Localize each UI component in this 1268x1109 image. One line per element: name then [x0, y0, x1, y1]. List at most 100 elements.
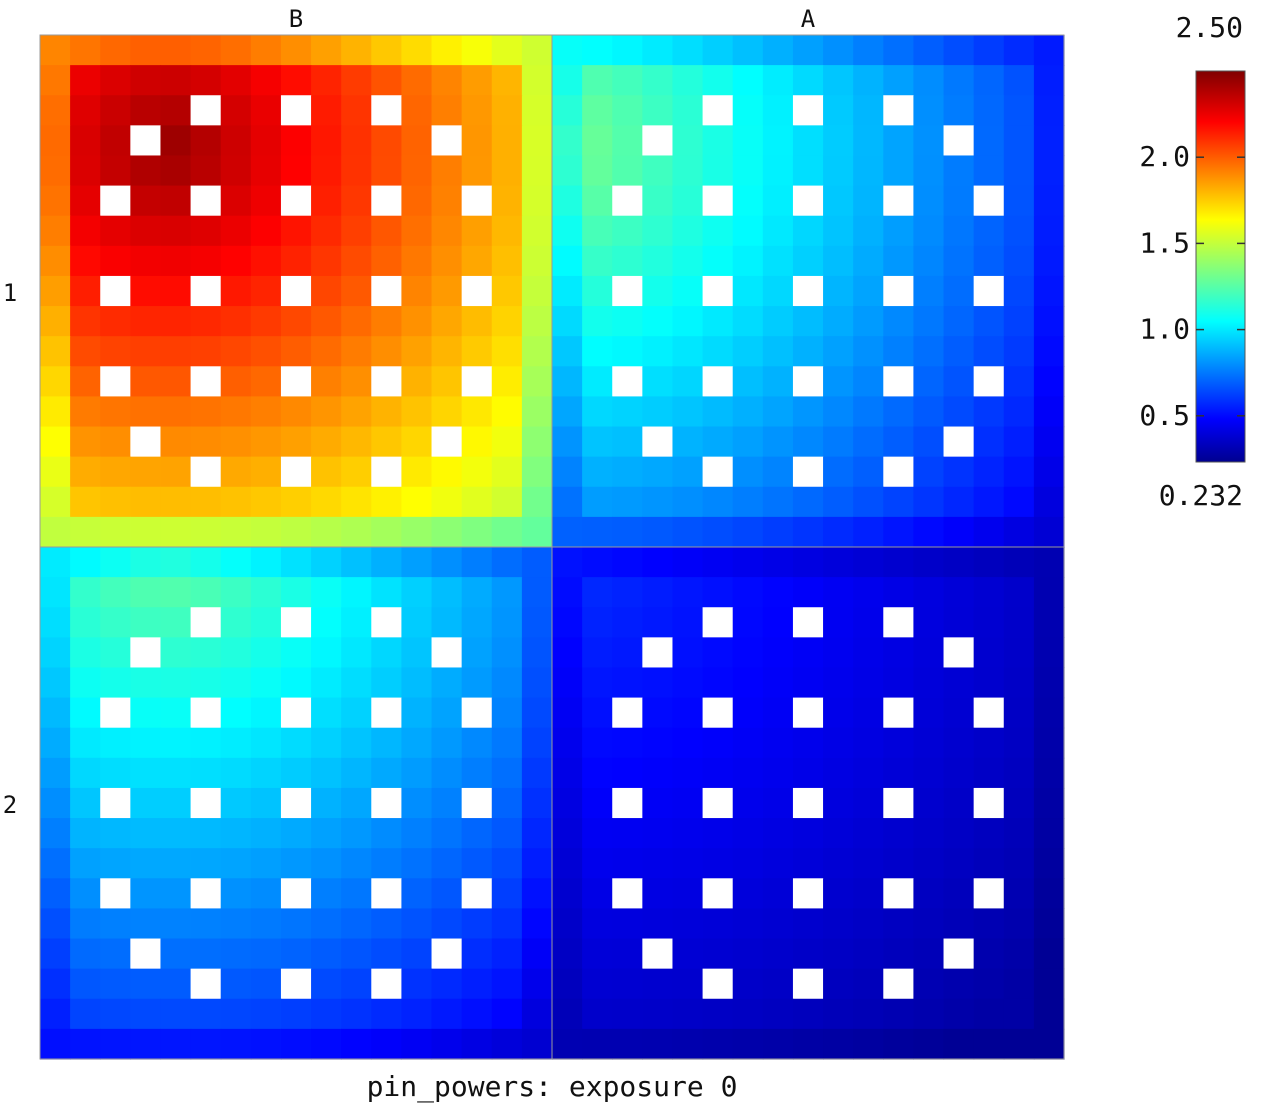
heatmap-cell — [341, 878, 372, 910]
guide-tube-cell — [280, 366, 312, 398]
guide-tube-cell — [973, 697, 1005, 729]
heatmap-cell — [40, 908, 71, 940]
heatmap-cell — [220, 667, 252, 699]
heatmap-cell — [521, 95, 553, 126]
heatmap-cell — [582, 878, 613, 910]
heatmap-cell — [672, 968, 704, 1000]
heatmap-cell — [160, 65, 192, 96]
heatmap-cell — [732, 155, 764, 187]
heatmap-cell — [642, 818, 674, 849]
heatmap-cell — [943, 727, 975, 759]
guide-tube-cell — [883, 275, 915, 307]
heatmap-cell — [612, 426, 643, 458]
heatmap-cell — [642, 607, 674, 638]
guide-tube-cell — [280, 697, 312, 729]
heatmap-cell — [732, 938, 764, 970]
heatmap-cell — [521, 65, 553, 96]
heatmap-cell — [762, 878, 794, 910]
heatmap-cell — [250, 547, 282, 578]
heatmap-cell — [250, 697, 282, 729]
guide-tube-cell — [371, 697, 403, 729]
heatmap-cell — [431, 306, 463, 337]
heatmap-cell — [521, 245, 553, 277]
heatmap-cell — [973, 607, 1005, 638]
heatmap-cell — [913, 275, 945, 307]
guide-tube-cell — [371, 366, 403, 398]
heatmap-cell — [220, 787, 252, 819]
heatmap-cell — [552, 938, 583, 970]
heatmap-cell — [100, 727, 131, 759]
heatmap-cell — [1003, 787, 1035, 819]
heatmap-cell — [552, 787, 583, 819]
heatmap-cell — [220, 998, 252, 1030]
heatmap-cell — [401, 125, 433, 157]
heatmap-cell — [582, 336, 613, 367]
heatmap-cell — [853, 968, 884, 1000]
heatmap-cell — [702, 215, 734, 247]
heatmap-cell — [401, 848, 433, 879]
guide-tube-cell — [371, 968, 403, 1000]
heatmap-cell — [973, 667, 1005, 699]
heatmap-cell — [160, 697, 192, 729]
heatmap-cell — [190, 125, 222, 157]
heatmap-cell — [40, 1028, 71, 1060]
heatmap-cell — [521, 155, 553, 187]
heatmap-cell — [1033, 998, 1065, 1030]
heatmap-cell — [883, 215, 915, 247]
heatmap-cell — [311, 155, 342, 187]
guide-tube-cell — [612, 878, 643, 910]
heatmap-cell — [160, 185, 192, 217]
heatmap-cell — [70, 426, 101, 458]
guide-tube-cell — [973, 787, 1005, 819]
heatmap-cell — [311, 35, 342, 66]
heatmap-cell — [401, 818, 433, 849]
heatmap-cell — [190, 486, 222, 518]
heatmap-cell — [461, 547, 493, 578]
heatmap-cell — [1003, 516, 1035, 548]
heatmap-cell — [70, 215, 101, 247]
heatmap-cell — [40, 215, 71, 247]
guide-tube-cell — [461, 697, 493, 729]
guide-tube-cell — [461, 366, 493, 398]
heatmap-cell — [100, 1028, 131, 1060]
heatmap-cell — [371, 1028, 403, 1060]
heatmap-cell — [973, 908, 1005, 940]
heatmap-cell — [280, 125, 312, 157]
heatmap-cell — [642, 35, 674, 66]
heatmap-cell — [853, 426, 884, 458]
heatmap-cell — [762, 968, 794, 1000]
heatmap-cell — [521, 125, 553, 157]
heatmap-cell — [401, 637, 433, 669]
guide-tube-cell — [642, 938, 674, 970]
heatmap-cell — [582, 667, 613, 699]
heatmap-cell — [431, 245, 463, 277]
heatmap-cell — [521, 185, 553, 217]
heatmap-cell — [792, 35, 824, 66]
heatmap-cell — [70, 878, 101, 910]
heatmap-cell — [461, 396, 493, 428]
heatmap-cell — [521, 878, 553, 910]
heatmap-cell — [642, 577, 674, 608]
heatmap-cell — [160, 125, 192, 157]
guide-tube-cell — [702, 697, 734, 729]
heatmap-cell — [672, 908, 704, 940]
heatmap-cell — [160, 878, 192, 910]
heatmap-cell — [823, 366, 854, 398]
heatmap-cell — [973, 848, 1005, 879]
heatmap-cell — [642, 727, 674, 759]
heatmap-cell — [311, 968, 342, 1000]
heatmap-cell — [521, 275, 553, 307]
guide-tube-cell — [702, 366, 734, 398]
heatmap-cell — [612, 818, 643, 849]
heatmap-cell — [943, 577, 975, 608]
heatmap-cell — [431, 968, 463, 1000]
heatmap-cell — [431, 878, 463, 910]
heatmap-cell — [130, 818, 162, 849]
heatmap-cell — [883, 577, 915, 608]
heatmap-cell — [250, 456, 282, 488]
heatmap-cell — [672, 667, 704, 699]
heatmap-cell — [913, 95, 945, 126]
heatmap-cell — [341, 848, 372, 879]
heatmap-cell — [40, 306, 71, 337]
heatmap-cell — [341, 366, 372, 398]
